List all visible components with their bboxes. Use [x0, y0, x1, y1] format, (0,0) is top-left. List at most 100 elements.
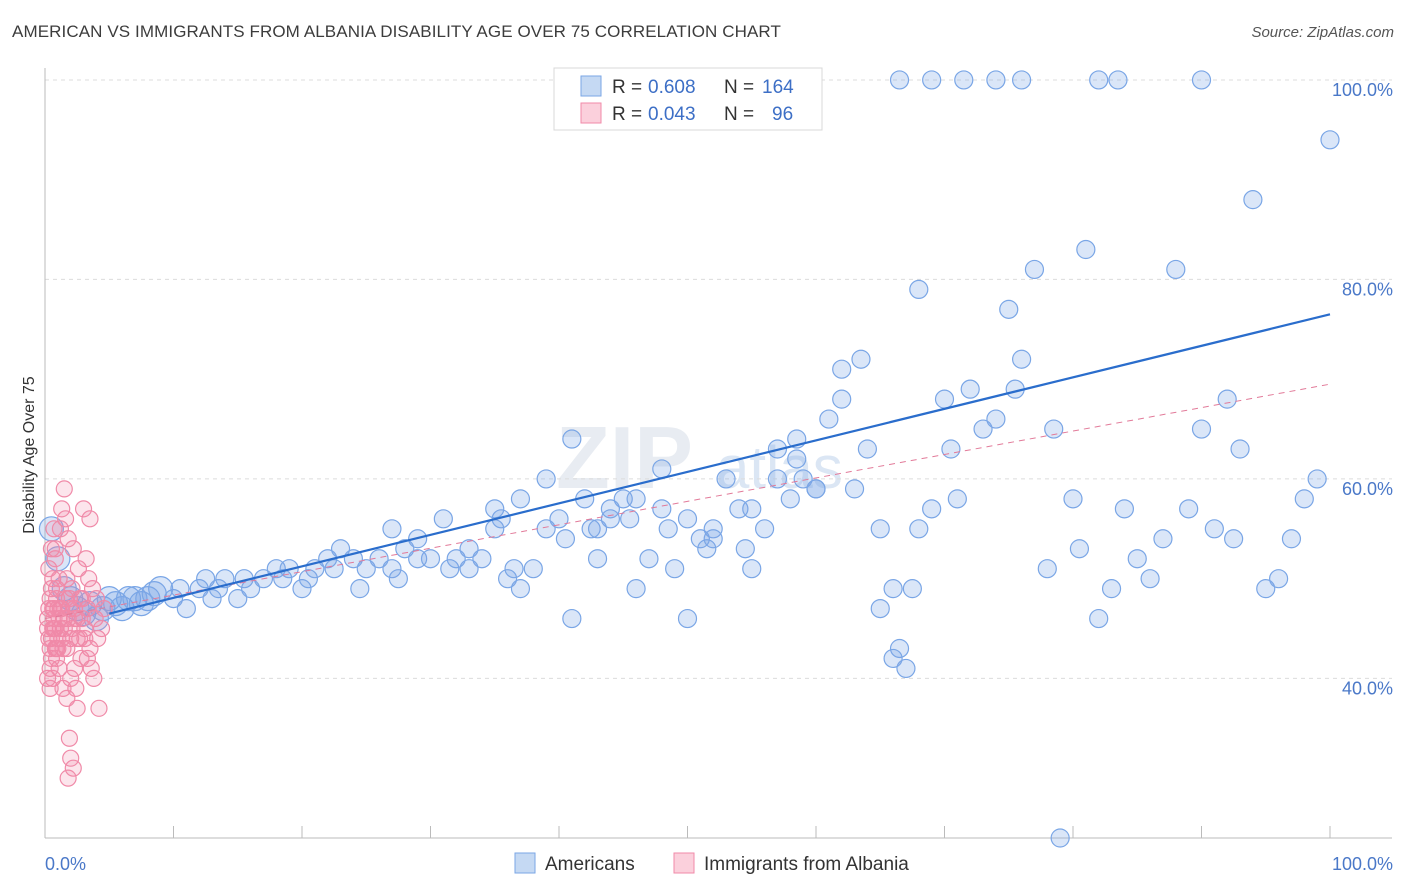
americans-point-153 [677, 509, 698, 529]
albania-point-77 [60, 599, 79, 618]
americans-point-112 [1063, 489, 1083, 509]
albania-point-13 [46, 550, 64, 568]
americans-point-98 [922, 499, 942, 519]
americans-point-110 [1044, 419, 1064, 439]
source-label: Source: ZipAtlas.com [1251, 24, 1394, 41]
americans-point-37 [324, 559, 344, 579]
americans-point-33 [292, 579, 312, 599]
americans-point-47 [420, 549, 441, 569]
legend-swatch-albania [580, 102, 602, 124]
americans-point-80 [735, 539, 755, 559]
albania-point-56 [92, 619, 111, 638]
americans-point-144 [851, 349, 871, 369]
americans-point-142 [1320, 130, 1340, 150]
americans-point-154 [652, 459, 672, 479]
americans-point-68 [620, 509, 640, 529]
americans-point-97 [909, 519, 929, 539]
legend-n-value-1: 164 [762, 77, 794, 98]
axes [44, 68, 1392, 839]
americans-point-50 [446, 549, 466, 569]
albania-point-76 [58, 639, 76, 658]
americans-point-159 [536, 469, 556, 489]
legend-n-label-2: N = [724, 104, 754, 125]
albania-point-41 [53, 500, 71, 518]
americans-point-73 [665, 559, 685, 579]
x-tick-label-1: 100.0% [1332, 854, 1393, 874]
bottom-legend-americans: Americans [545, 854, 635, 875]
albania-point-81 [71, 590, 89, 608]
bottom-legend-swatch-albania [673, 852, 695, 874]
americans-point-65 [587, 549, 608, 569]
americans-point-131 [1281, 529, 1302, 549]
americans-point-119 [1140, 569, 1160, 589]
legend-swatch-americans [580, 75, 602, 97]
legend-r-value-2: 0.043 [648, 104, 696, 125]
americans-point-23 [202, 589, 222, 609]
americans-point-48 [433, 509, 453, 529]
americans-point-45 [395, 539, 415, 559]
americans-point-117 [1114, 499, 1135, 519]
americans-point-125 [1217, 389, 1237, 409]
americans-point-127 [1230, 439, 1250, 459]
y-tick-label-2: 80.0% [1342, 279, 1393, 299]
albania-point-43 [74, 500, 93, 518]
americans-point-49 [440, 559, 460, 579]
americans-point-122 [1179, 499, 1199, 519]
bottom-legend-albania: Immigrants from Albania [704, 854, 909, 875]
americans-point-130 [1268, 569, 1289, 589]
bottom-legend: Americans Immigrants from Albania [514, 852, 909, 875]
americans-point-124 [1204, 519, 1224, 539]
albania-point-57 [85, 669, 103, 688]
albania-points [38, 480, 113, 787]
y-tick-label-3: 100.0% [1332, 80, 1393, 100]
americans-point-76 [697, 539, 717, 559]
albania-point-69 [65, 659, 84, 678]
legend-r-label-2: R = [612, 104, 642, 125]
americans-point-88 [819, 409, 839, 429]
americans-point-34 [298, 569, 319, 589]
albania-point-89 [95, 599, 113, 618]
watermark-atlas: atlas [716, 434, 843, 501]
legend-r-value-1: 0.608 [648, 77, 696, 98]
americans-point-135 [922, 70, 942, 90]
americans-point-111 [1050, 828, 1070, 848]
americans-point-69 [626, 579, 646, 599]
americans-point-114 [1076, 239, 1096, 260]
americans-point-157 [587, 519, 608, 539]
americans-point-160 [510, 489, 531, 509]
americans-point-146 [883, 648, 903, 669]
americans-point-40 [350, 579, 370, 599]
albania-point-82 [73, 609, 91, 628]
americans-point-118 [1127, 549, 1147, 569]
americans-point-86 [793, 469, 813, 489]
americans-point-66 [600, 509, 621, 529]
albania-point-54 [72, 649, 90, 668]
americans-point-102 [960, 379, 980, 399]
americans-point-107 [1011, 349, 1032, 369]
americans-point-133 [1307, 469, 1327, 489]
americans-point-62 [562, 608, 582, 629]
americans-point-151 [742, 499, 762, 519]
albania-point-48 [46, 540, 64, 558]
americans-point-136 [954, 70, 974, 90]
americans-point-81 [742, 559, 762, 579]
americans-point-95 [896, 658, 916, 679]
americans-point-132 [1294, 489, 1314, 509]
americans-point-113 [1069, 539, 1090, 559]
americans-point-152 [703, 529, 723, 549]
americans-point-155 [626, 489, 646, 509]
americans-point-141 [1191, 70, 1212, 90]
americans-point-56 [504, 559, 524, 579]
americans-point-26 [228, 589, 248, 609]
albania-point-73 [50, 570, 68, 588]
americans-point-148 [787, 449, 807, 469]
americans-point-58 [523, 559, 543, 579]
x-tick-label-0: 0.0% [45, 854, 86, 874]
albania-point-44 [81, 510, 99, 528]
legend-n-label-1: N = [724, 77, 754, 98]
americans-point-109 [1037, 559, 1057, 579]
americans-point-93 [883, 579, 903, 599]
americans-point-44 [388, 569, 408, 589]
americans-point-89 [832, 389, 852, 409]
